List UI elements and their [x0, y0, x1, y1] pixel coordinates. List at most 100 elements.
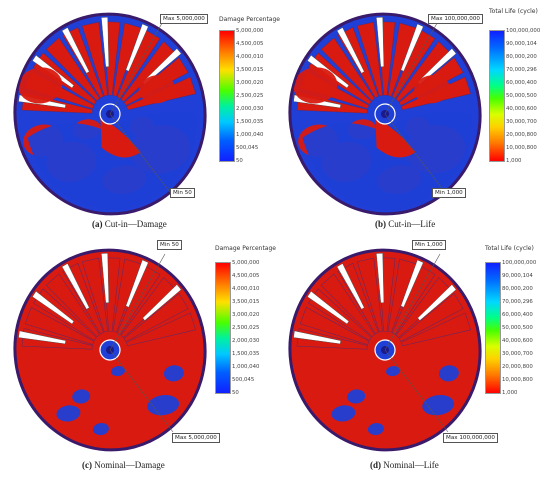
panel-d: Min 1,000 Max 100,000,000 Total Life (cy…	[275, 240, 550, 480]
caption-text: Cut-in—Life	[388, 219, 436, 229]
leader-line	[109, 113, 174, 197]
max-value: 5,000,000	[188, 435, 217, 441]
tick-label: 1,000	[502, 390, 518, 396]
max-label: Max	[175, 435, 187, 441]
tick-label: 3,500,015	[236, 67, 264, 73]
color-bar-c	[215, 262, 231, 394]
tick-label: 2,500,025	[236, 93, 264, 99]
tick-label: 4,500,005	[232, 273, 260, 279]
max-callout-c: Max 5,000,000	[172, 433, 220, 443]
tick-label: 100,000,000	[502, 260, 537, 266]
blade-sector	[123, 293, 189, 342]
contour-blob	[293, 67, 338, 104]
tick-label: 50,000,500	[502, 325, 533, 331]
tick-label: 1,000,040	[232, 364, 260, 370]
disc-rim	[13, 248, 207, 452]
tick-label: 1,000	[506, 158, 522, 164]
color-bar-d	[485, 262, 501, 394]
max-callout-a: Max 5,000,000	[160, 14, 208, 24]
min-label: Min	[415, 242, 425, 248]
contour-blob	[92, 422, 109, 436]
legend-title-a: Damage Percentage	[219, 16, 280, 23]
tick-label: 500,045	[236, 145, 259, 151]
contour-blob	[18, 67, 63, 104]
min-value: 1,000	[446, 190, 463, 196]
disc-rim	[288, 12, 482, 216]
tick-label: 20,000,800	[502, 364, 533, 370]
caption-letter: (b)	[375, 219, 386, 229]
min-label: Min	[435, 190, 445, 196]
contour-blob	[147, 394, 180, 416]
tick-label: 50,000,500	[506, 93, 537, 99]
leader-line	[384, 17, 441, 115]
slot-gap	[307, 290, 350, 325]
caption-letter: (c)	[82, 460, 92, 470]
contour-region	[27, 112, 197, 211]
slot-gap	[61, 27, 90, 74]
tick-label: 70,000,296	[502, 299, 533, 305]
caption-b: (b) Cut-in—Life	[375, 219, 435, 229]
contour-blob	[386, 366, 400, 377]
tick-label: 90,000,104	[506, 41, 537, 47]
caption-letter: (d)	[370, 460, 381, 470]
disc-rim	[13, 12, 207, 216]
tick-label: 80,000,200	[506, 54, 537, 60]
min-callout-b: Min 1,000	[432, 188, 466, 198]
tick-label: 30,000,700	[502, 351, 533, 357]
tick-label: 70,000,296	[506, 67, 537, 73]
contour-region	[302, 112, 472, 211]
contour-blob	[56, 405, 81, 422]
contour-region	[100, 117, 141, 158]
blade-sector	[356, 21, 383, 97]
tick-label: 50	[232, 390, 239, 396]
tick-label: 40,000,600	[506, 106, 537, 112]
blade-sector	[320, 273, 375, 338]
caption-text: Cut-in—Damage	[104, 219, 167, 229]
panel-b: Max 100,000,000 Min 1,000 Total Life (cy…	[275, 0, 550, 240]
legend-title-c: Damage Percentage	[215, 245, 276, 252]
blade-sector	[81, 21, 108, 97]
contour-region	[375, 117, 416, 158]
legend-title-b: Total Life (cycle)	[489, 8, 538, 15]
blade-sector	[45, 273, 100, 338]
tick-label: 10,000,800	[506, 145, 537, 151]
tick-label: 5,000,000	[236, 28, 264, 34]
panel-c: Min 50 Max 5,000,000 Damage Percentage 5…	[0, 240, 276, 480]
slot-gap	[336, 27, 365, 74]
max-value: 100,000,000	[459, 435, 495, 441]
disc-plot-a	[13, 12, 207, 216]
max-label: Max	[163, 16, 175, 22]
slot-gap	[32, 290, 75, 325]
disc-plot-d	[288, 248, 482, 452]
min-callout-d: Min 1,000	[412, 240, 446, 250]
legend-title-d: Total Life (cycle)	[485, 245, 534, 252]
tick-label: 4,000,010	[236, 54, 264, 60]
tick-label: 60,000,400	[502, 312, 533, 318]
slot-gap	[376, 253, 385, 304]
leader-line	[384, 253, 441, 351]
slot-gap	[142, 284, 182, 321]
tick-label: 2,000,030	[236, 106, 264, 112]
tick-label: 500,045	[232, 377, 255, 383]
leader-line	[109, 17, 166, 115]
contour-blob	[347, 389, 366, 404]
leader-line	[109, 253, 166, 351]
contour-blob	[367, 422, 384, 436]
blade-sector	[81, 257, 108, 333]
blade-sector	[299, 307, 370, 345]
max-value: 5,000,000	[176, 16, 205, 22]
min-value: 50	[171, 242, 179, 248]
slot-gap	[400, 23, 424, 72]
tick-label: 4,500,005	[236, 41, 264, 47]
blade-sector	[356, 257, 383, 333]
max-label: Max	[431, 16, 443, 22]
max-callout-d: Max 100,000,000	[443, 433, 498, 443]
contour-blob	[163, 365, 184, 382]
caption-letter: (a)	[92, 219, 103, 229]
blade-sector	[398, 293, 464, 342]
tick-label: 90,000,104	[502, 273, 533, 279]
blade-sector	[126, 312, 197, 347]
ticks-a: 5,000,000 4,500,005 4,000,010 3,500,015 3,00…	[236, 28, 276, 168]
tick-label: 40,000,600	[502, 338, 533, 344]
color-bar-b	[489, 30, 505, 162]
